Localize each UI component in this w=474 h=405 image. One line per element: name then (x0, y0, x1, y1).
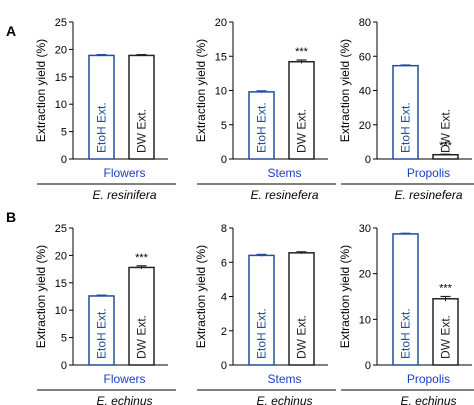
species-label: E. resinefera (394, 188, 462, 202)
bar-label-dw: DW Ext. (295, 109, 309, 153)
y-tick-label: 6 (221, 257, 227, 269)
significance-mark: *** (135, 252, 149, 264)
group-label: Stems (267, 166, 301, 180)
y-tick-label: 15 (55, 278, 67, 290)
chart-panel-a-propolis: 0 20 40 60 80 Extraction yield (%) EtoH Ext. DW… (338, 17, 474, 202)
y-axis-label: Extraction yield (%) (194, 245, 208, 348)
chart-panel-b-stems: 0 2 4 6 8 Extraction yield (%) EtoH Ext. DW Ext… (194, 223, 336, 405)
y-tick-label: 40 (359, 86, 371, 98)
y-tick-label: 15 (55, 72, 67, 84)
y-tick-label: 10 (55, 99, 67, 111)
bar-label-etoh: EtoH Ext. (255, 308, 269, 359)
y-tick-label: 4 (221, 292, 227, 304)
y-tick-label: 0 (61, 360, 67, 372)
group-label: Flowers (103, 372, 145, 386)
y-tick-label: 15 (215, 51, 227, 63)
bar-label-etoh: EtoH Ext. (399, 308, 413, 359)
y-tick-label: 20 (55, 250, 67, 262)
y-tick-label: 10 (55, 305, 67, 317)
y-axis-label: Extraction yield (%) (34, 245, 48, 348)
significance-mark: *** (439, 283, 453, 295)
y-tick-label: 0 (221, 154, 227, 166)
bar-label-dw: DW Ext. (439, 109, 453, 153)
bar-label-dw: DW Ext. (439, 315, 453, 359)
y-axis-label: Extraction yield (%) (194, 39, 208, 142)
y-tick-label: 10 (359, 314, 371, 326)
bar-etoh (392, 64, 419, 160)
bar-dw (432, 153, 459, 160)
chart-panel-b-flowers: 0 5 10 15 20 25 Extraction yield (%) EtoH Ext. D… (34, 223, 176, 405)
y-tick-label: 30 (359, 223, 371, 235)
y-tick-label: 0 (61, 154, 67, 166)
bar-label-etoh: EtoH Ext. (95, 102, 109, 153)
species-label: E. echinus (400, 394, 456, 405)
panel-label-b: B (6, 209, 16, 225)
y-tick-label: 5 (61, 333, 67, 345)
group-label: Flowers (103, 166, 145, 180)
bar-dw (128, 266, 155, 366)
bar-etoh (88, 54, 115, 160)
y-tick-label: 5 (221, 120, 227, 132)
bar-etoh (248, 91, 275, 160)
species-label: E. resinefera (250, 188, 318, 202)
y-tick-label: 0 (221, 360, 227, 372)
significance-mark: *** (439, 140, 453, 152)
y-tick-label: 25 (55, 223, 67, 235)
group-label: Stems (267, 372, 301, 386)
y-tick-label: 25 (55, 17, 67, 29)
bar-label-etoh: EtoH Ext. (95, 308, 109, 359)
y-tick-label: 0 (365, 360, 371, 372)
y-axis-label: Extraction yield (%) (338, 245, 352, 348)
significance-mark: *** (295, 46, 309, 58)
y-tick-label: 20 (55, 44, 67, 56)
bar-etoh (248, 254, 275, 366)
y-tick-label: 8 (221, 223, 227, 235)
species-label: E. echinus (96, 394, 152, 405)
bar-label-dw: DW Ext. (135, 315, 149, 359)
species-label: E. echinus (256, 394, 312, 405)
y-tick-label: 60 (359, 51, 371, 63)
y-tick-label: 0 (365, 154, 371, 166)
species-label: E. resinifera (92, 188, 156, 202)
bar-label-etoh: EtoH Ext. (399, 102, 413, 153)
y-tick-label: 20 (359, 120, 371, 132)
y-tick-label: 80 (359, 17, 371, 29)
y-tick-label: 5 (61, 127, 67, 139)
bar-dw (432, 298, 459, 366)
bar-label-dw: DW Ext. (135, 109, 149, 153)
y-axis-label: Extraction yield (%) (338, 39, 352, 142)
y-tick-label: 10 (215, 86, 227, 98)
panel-label-a: A (6, 23, 16, 39)
bar-etoh (88, 295, 115, 366)
y-tick-label: 20 (359, 269, 371, 281)
bar-label-dw: DW Ext. (295, 315, 309, 359)
bar-etoh (392, 233, 419, 366)
y-tick-label: 20 (215, 17, 227, 29)
group-label: Propolis (407, 372, 450, 386)
y-tick-label: 2 (221, 326, 227, 338)
bar-label-etoh: EtoH Ext. (255, 102, 269, 153)
y-axis-label: Extraction yield (%) (34, 39, 48, 142)
chart-panel-b-propolis: 0 10 20 30 Extraction yield (%) EtoH Ext. DW E… (338, 223, 474, 405)
chart-panel-a-flowers: 0 5 10 15 20 25 Extraction yield (%) EtoH Ext. D… (34, 17, 176, 202)
group-label: Propolis (407, 166, 450, 180)
chart-panel-a-stems: 0 5 10 15 20 Extraction yield (%) EtoH Ext. DW … (194, 17, 336, 202)
